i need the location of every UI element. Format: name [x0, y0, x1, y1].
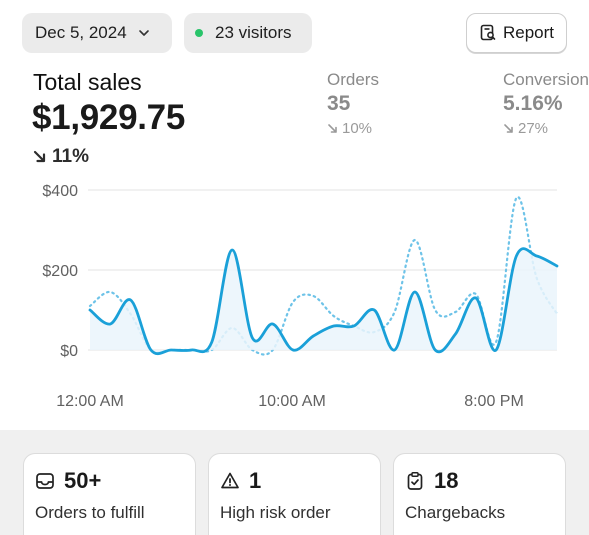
conversion-value: 5.16% — [503, 92, 563, 115]
chevron-down-icon — [138, 30, 149, 36]
action-cards-bar: 50+ Orders to fulfill 1 High risk order … — [0, 430, 589, 535]
chart-series — [88, 195, 559, 356]
arrow-down-right-icon — [504, 123, 513, 133]
x-tick-label: 10:00 AM — [258, 393, 326, 410]
sales-chart[interactable]: $400 $200 $0 12:00 AM 10:00 AM 8:00 PM — [0, 170, 589, 415]
chargebacks-label: Chargebacks — [405, 503, 506, 522]
y-tick-label: $200 — [42, 263, 78, 280]
metric-conversion[interactable]: Conversion 5.16% 27% — [503, 70, 589, 137]
y-axis-labels: $400 $200 $0 — [42, 183, 78, 360]
comparison-series-line — [88, 195, 559, 356]
x-tick-label: 8:00 PM — [464, 393, 524, 410]
total-sales-value: $1,929.75 — [32, 98, 186, 137]
report-button[interactable]: Report — [466, 13, 567, 53]
total-sales-change: 11% — [32, 146, 89, 168]
high-risk-order-card[interactable]: 1 High risk order — [208, 453, 381, 535]
y-tick-label: $0 — [60, 343, 78, 360]
live-status-dot — [195, 29, 203, 37]
date-selector[interactable]: Dec 5, 2024 — [22, 13, 172, 53]
y-tick-label: $400 — [42, 183, 78, 200]
orders-change-value: 10% — [342, 120, 373, 137]
orders-to-fulfill-value: 50+ — [64, 468, 102, 493]
report-label: Report — [502, 23, 555, 42]
report-icon — [480, 24, 496, 41]
x-tick-label: 12:00 AM — [56, 393, 124, 410]
visitors-label: 23 visitors — [215, 23, 292, 42]
orders-change: 10% — [327, 120, 379, 137]
conversion-change: 27% — [503, 120, 589, 137]
live-visitors-pill[interactable]: 23 visitors — [184, 13, 312, 53]
chargebacks-value: 18 — [434, 468, 459, 493]
inbox-icon — [36, 473, 54, 489]
current-series-line — [88, 247, 559, 356]
warning-icon — [221, 472, 239, 489]
series-area — [90, 248, 557, 354]
orders-value: 35 — [327, 92, 351, 115]
high-risk-order-label: High risk order — [220, 503, 331, 522]
conversion-label: Conversion — [503, 70, 589, 89]
metric-orders[interactable]: Orders 35 10% — [327, 70, 379, 137]
date-label: Dec 5, 2024 — [35, 23, 127, 42]
total-sales-title: Total sales — [33, 69, 142, 95]
orders-to-fulfill-card[interactable]: 50+ Orders to fulfill — [23, 453, 196, 535]
total-sales-change-value: 11% — [52, 146, 89, 167]
orders-label: Orders — [327, 70, 379, 89]
clipboard-check-icon — [407, 472, 423, 490]
high-risk-order-value: 1 — [249, 468, 262, 493]
arrow-down-right-icon — [33, 150, 46, 163]
arrow-down-right-icon — [328, 123, 337, 133]
conversion-change-value: 27% — [518, 120, 549, 137]
orders-to-fulfill-label: Orders to fulfill — [35, 503, 145, 522]
chargebacks-card[interactable]: 18 Chargebacks — [393, 453, 566, 535]
x-axis-labels: 12:00 AM 10:00 AM 8:00 PM — [56, 393, 524, 410]
